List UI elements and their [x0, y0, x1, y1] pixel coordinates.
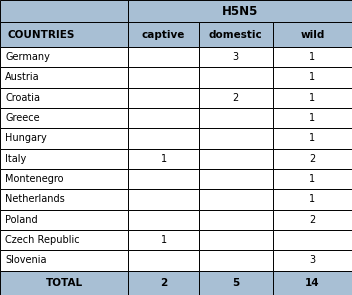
Bar [273, 250, 352, 271]
Text: 1: 1 [309, 113, 315, 123]
Bar [128, 88, 199, 108]
Bar [128, 108, 199, 128]
Text: wild: wild [300, 30, 325, 40]
Bar [199, 271, 273, 295]
Bar [273, 88, 352, 108]
Bar [273, 169, 352, 189]
Text: 2: 2 [309, 154, 315, 164]
Bar [128, 271, 199, 295]
Bar [273, 47, 352, 67]
Text: Greece: Greece [5, 113, 40, 123]
Bar [0, 22, 128, 47]
Text: Italy: Italy [5, 154, 26, 164]
Bar [273, 22, 352, 47]
Bar [128, 149, 199, 169]
Text: Germany: Germany [5, 52, 50, 62]
Bar [0, 47, 128, 67]
Bar [0, 209, 128, 230]
Bar [199, 128, 273, 149]
Bar [0, 271, 128, 295]
Text: Austria: Austria [5, 72, 40, 82]
Bar [273, 67, 352, 88]
Bar [0, 0, 128, 22]
Bar [128, 22, 199, 47]
Bar [0, 67, 128, 88]
Text: Hungary: Hungary [5, 133, 47, 143]
Bar [273, 271, 352, 295]
Bar [128, 230, 199, 250]
Text: 1: 1 [309, 174, 315, 184]
Text: 1: 1 [309, 72, 315, 82]
Bar [199, 250, 273, 271]
Bar [0, 189, 128, 209]
Bar [128, 0, 352, 22]
Bar [0, 250, 128, 271]
Bar [0, 169, 128, 189]
Bar [273, 108, 352, 128]
Bar [199, 108, 273, 128]
Text: 3: 3 [309, 255, 315, 265]
Bar [0, 108, 128, 128]
Text: captive: captive [142, 30, 186, 40]
Bar [128, 169, 199, 189]
Bar [128, 67, 199, 88]
Bar [0, 88, 128, 108]
Text: Poland: Poland [5, 215, 38, 225]
Bar [128, 250, 199, 271]
Bar [199, 88, 273, 108]
Bar [199, 22, 273, 47]
Bar [128, 47, 199, 67]
Text: COUNTRIES: COUNTRIES [7, 30, 74, 40]
Bar [273, 128, 352, 149]
Bar [273, 149, 352, 169]
Bar [199, 230, 273, 250]
Text: Netherlands: Netherlands [5, 194, 65, 204]
Bar [128, 128, 199, 149]
Bar [199, 67, 273, 88]
Bar [199, 149, 273, 169]
Bar [273, 189, 352, 209]
Bar [199, 47, 273, 67]
Text: H5N5: H5N5 [222, 5, 258, 18]
Text: 1: 1 [309, 133, 315, 143]
Text: 1: 1 [309, 194, 315, 204]
Text: Montenegro: Montenegro [5, 174, 64, 184]
Text: 2: 2 [233, 93, 239, 103]
Text: 3: 3 [233, 52, 239, 62]
Bar [0, 128, 128, 149]
Text: Czech Republic: Czech Republic [5, 235, 80, 245]
Bar [128, 209, 199, 230]
Text: 14: 14 [305, 278, 320, 288]
Bar [0, 230, 128, 250]
Text: 1: 1 [309, 52, 315, 62]
Bar [0, 149, 128, 169]
Bar [273, 209, 352, 230]
Bar [273, 230, 352, 250]
Text: 1: 1 [161, 235, 167, 245]
Text: 2: 2 [160, 278, 167, 288]
Text: Slovenia: Slovenia [5, 255, 47, 265]
Text: TOTAL: TOTAL [46, 278, 83, 288]
Text: 1: 1 [161, 154, 167, 164]
Bar [199, 209, 273, 230]
Text: Croatia: Croatia [5, 93, 40, 103]
Bar [199, 169, 273, 189]
Text: 5: 5 [232, 278, 239, 288]
Text: domestic: domestic [209, 30, 263, 40]
Text: 2: 2 [309, 215, 315, 225]
Text: 1: 1 [309, 93, 315, 103]
Bar [128, 189, 199, 209]
Bar [199, 189, 273, 209]
